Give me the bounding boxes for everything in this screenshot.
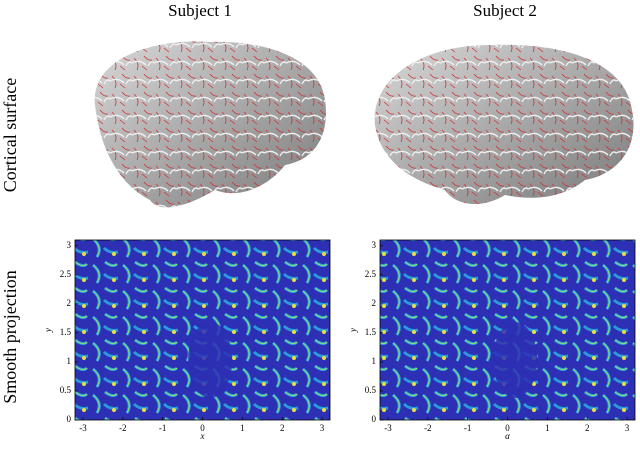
y-tick-label: 0 bbox=[67, 414, 72, 424]
y-tick-label: 0 bbox=[372, 414, 377, 424]
x-tick-label: -3 bbox=[384, 423, 392, 433]
x-tick-label: 2 bbox=[280, 423, 285, 433]
x-tick-label: -1 bbox=[464, 423, 472, 433]
row-label: Smooth projection bbox=[0, 270, 20, 404]
y-tick-label: 1.5 bbox=[365, 327, 377, 337]
y-tick-label: 1.5 bbox=[60, 327, 72, 337]
y-tick-label: 3 bbox=[372, 240, 377, 250]
y-tick-label: 2.5 bbox=[365, 269, 377, 279]
column-title: Subject 2 bbox=[473, 1, 537, 20]
x-tick-label: -2 bbox=[424, 423, 432, 433]
x-tick-label: -1 bbox=[159, 423, 167, 433]
x-tick-label: -3 bbox=[79, 423, 87, 433]
y-axis-label: y bbox=[43, 328, 53, 333]
x-tick-label: 3 bbox=[320, 423, 325, 433]
y-tick-label: 1 bbox=[67, 356, 72, 366]
brain-image bbox=[94, 41, 326, 208]
x-tick-label: -2 bbox=[119, 423, 127, 433]
heatmap-hole bbox=[493, 322, 538, 398]
y-tick-label: 3 bbox=[67, 240, 72, 250]
x-tick-label: 0 bbox=[505, 423, 510, 433]
row-label: Cortical surface bbox=[0, 78, 20, 192]
y-tick-label: 2.5 bbox=[60, 269, 72, 279]
x-tick-label: 2 bbox=[585, 423, 590, 433]
x-tick-label: 3 bbox=[625, 423, 630, 433]
y-tick-label: 0.5 bbox=[365, 385, 377, 395]
x-tick-label: 0 bbox=[200, 423, 205, 433]
column-title: Subject 1 bbox=[168, 1, 232, 20]
y-tick-label: 2 bbox=[372, 298, 377, 308]
x-axis-label: x bbox=[200, 431, 205, 441]
x-tick-label: 1 bbox=[240, 423, 245, 433]
heatmap-hole bbox=[188, 322, 233, 398]
y-tick-label: 0.5 bbox=[60, 385, 72, 395]
x-axis-label: α bbox=[505, 431, 510, 441]
y-axis-label: y bbox=[348, 328, 358, 333]
x-tick-label: 1 bbox=[545, 423, 550, 433]
y-tick-label: 1 bbox=[372, 356, 377, 366]
brain-image bbox=[374, 44, 634, 205]
y-tick-label: 2 bbox=[67, 298, 72, 308]
